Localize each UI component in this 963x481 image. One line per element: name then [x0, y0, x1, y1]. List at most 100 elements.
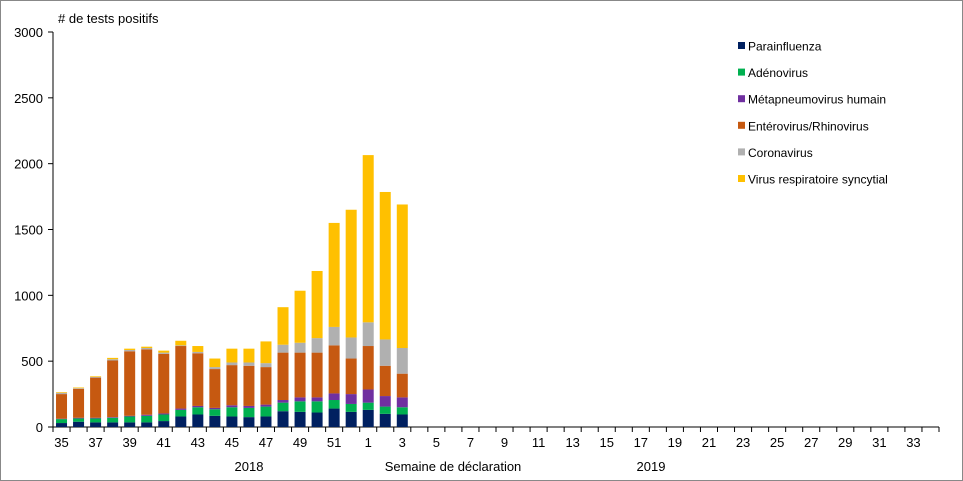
year-label-2019: 2019: [637, 459, 666, 474]
bar-segment-ad-novirus: [158, 414, 170, 422]
x-tick-label: 39: [122, 435, 136, 450]
bar-segment-coronavirus: [141, 348, 153, 350]
y-tick-label: 2500: [14, 91, 43, 106]
bar-segment-ad-novirus: [277, 402, 289, 412]
bar-segment-virus-respiratoire-syncytial: [294, 290, 306, 343]
legend-label: Coronavirus: [748, 146, 813, 160]
legend-swatch: [738, 95, 745, 103]
x-tick-label: 33: [906, 435, 920, 450]
x-tick-label: 35: [54, 435, 68, 450]
bar-segment-m-tapneumovirus-humain: [124, 415, 136, 417]
bar-segment-coronavirus: [379, 339, 391, 366]
x-tick-label: 31: [872, 435, 886, 450]
bar-segment-coronavirus: [56, 392, 68, 395]
bar-segment-m-tapneumovirus-humain: [311, 397, 323, 402]
legend-label: Entérovirus/Rhinovirus: [748, 119, 869, 133]
bar-segment-coronavirus: [90, 376, 102, 378]
bar-segment-ad-novirus: [107, 417, 119, 423]
bar-segment-parainfluenza: [209, 415, 221, 427]
bar-segment-parainfluenza: [328, 408, 340, 427]
bar-segment-parainfluenza: [141, 422, 153, 427]
y-tick-label: 3000: [14, 25, 43, 40]
x-tick-label: 49: [293, 435, 307, 450]
bar-segment-ad-novirus: [56, 419, 68, 424]
bar-segment-ent-rovirus-rhinovirus: [226, 365, 238, 406]
bar-segment-ad-novirus: [396, 407, 408, 415]
bar-segment-coronavirus: [175, 345, 187, 347]
bar-segment-virus-respiratoire-syncytial: [158, 350, 170, 353]
x-tick-label: 43: [191, 435, 205, 450]
x-tick-label: 19: [668, 435, 682, 450]
x-tick-label: 23: [736, 435, 750, 450]
bar-segment-ad-novirus: [192, 407, 204, 415]
bar-segment-virus-respiratoire-syncytial: [311, 270, 323, 339]
bar-segment-coronavirus: [107, 359, 119, 361]
bar-segment-parainfluenza: [192, 414, 204, 427]
bar-segment-ad-novirus: [311, 401, 323, 413]
bar-segment-virus-respiratoire-syncytial: [362, 155, 374, 323]
bar-segment-virus-respiratoire-syncytial: [192, 346, 204, 352]
bar-segment-m-tapneumovirus-humain: [73, 417, 85, 419]
x-tick-label: 47: [259, 435, 273, 450]
bar-segment-ent-rovirus-rhinovirus: [345, 358, 357, 395]
bar-segment-virus-respiratoire-syncytial: [209, 358, 221, 368]
bar-segment-m-tapneumovirus-humain: [260, 404, 272, 407]
bar-segment-parainfluenza: [260, 416, 272, 427]
bar-segment-parainfluenza: [124, 422, 136, 427]
bar-segment-parainfluenza: [379, 413, 391, 427]
bar-segment-ent-rovirus-rhinovirus: [90, 377, 102, 418]
bar-segment-ad-novirus: [260, 406, 272, 417]
bar-segment-coronavirus: [396, 348, 408, 374]
bar-segment-virus-respiratoire-syncytial: [328, 222, 340, 327]
bar-segment-ad-novirus: [362, 402, 374, 410]
x-tick-label: 11: [532, 435, 546, 450]
x-tick-label: 21: [702, 435, 716, 450]
bar-segment-ent-rovirus-rhinovirus: [209, 369, 221, 408]
bar-segment-parainfluenza: [107, 422, 119, 427]
bar-segment-ent-rovirus-rhinovirus: [294, 352, 306, 398]
bar-segment-parainfluenza: [175, 416, 187, 427]
bar-segment-coronavirus: [226, 362, 238, 366]
y-tick-label: 2000: [14, 157, 43, 172]
bar-segment-ent-rovirus-rhinovirus: [311, 352, 323, 398]
year-label-2018: 2018: [235, 459, 264, 474]
x-tick-label: 3: [399, 435, 406, 450]
x-tick-label: 29: [838, 435, 852, 450]
bar-segment-virus-respiratoire-syncytial: [124, 348, 136, 350]
legend-swatch: [738, 68, 745, 76]
bar-segment-coronavirus: [294, 342, 306, 353]
bar-segment-ent-rovirus-rhinovirus: [107, 360, 119, 418]
bar-segment-ent-rovirus-rhinovirus: [158, 353, 170, 414]
bar-segment-parainfluenza: [226, 416, 238, 427]
bar-segment-virus-respiratoire-syncytial: [73, 387, 85, 389]
bar-segment-virus-respiratoire-syncytial: [90, 376, 102, 377]
bar-segment-m-tapneumovirus-humain: [243, 405, 255, 408]
bar-segment-ad-novirus: [73, 418, 85, 422]
bar-segment-m-tapneumovirus-humain: [328, 393, 340, 401]
bar-segment-m-tapneumovirus-humain: [277, 400, 289, 403]
bar-segment-ent-rovirus-rhinovirus: [396, 373, 408, 398]
x-tick-label: 51: [327, 435, 341, 450]
x-tick-label: 5: [433, 435, 440, 450]
bar-segment-ad-novirus: [226, 407, 238, 417]
bar-segment-coronavirus: [158, 352, 170, 354]
bar-segment-coronavirus: [362, 322, 374, 347]
bar-segment-ent-rovirus-rhinovirus: [379, 365, 391, 397]
bar-segment-ent-rovirus-rhinovirus: [362, 346, 374, 390]
bar-segment-coronavirus: [328, 326, 340, 346]
x-axis-label: Semaine de déclaration: [385, 459, 522, 474]
bar-segment-ent-rovirus-rhinovirus: [175, 346, 187, 409]
bar-segment-ad-novirus: [90, 418, 102, 423]
x-tick-label: 7: [467, 435, 474, 450]
bar-segment-parainfluenza: [311, 412, 323, 427]
bar-segment-parainfluenza: [396, 414, 408, 427]
legend-swatch: [738, 148, 745, 156]
bar-segment-virus-respiratoire-syncytial: [277, 307, 289, 345]
legend-label: Adénovirus: [748, 66, 808, 80]
bar-segment-virus-respiratoire-syncytial: [56, 392, 68, 393]
bar-segment-ent-rovirus-rhinovirus: [260, 367, 272, 405]
bar-segment-parainfluenza: [277, 411, 289, 427]
y-tick-label: 0: [36, 420, 43, 435]
